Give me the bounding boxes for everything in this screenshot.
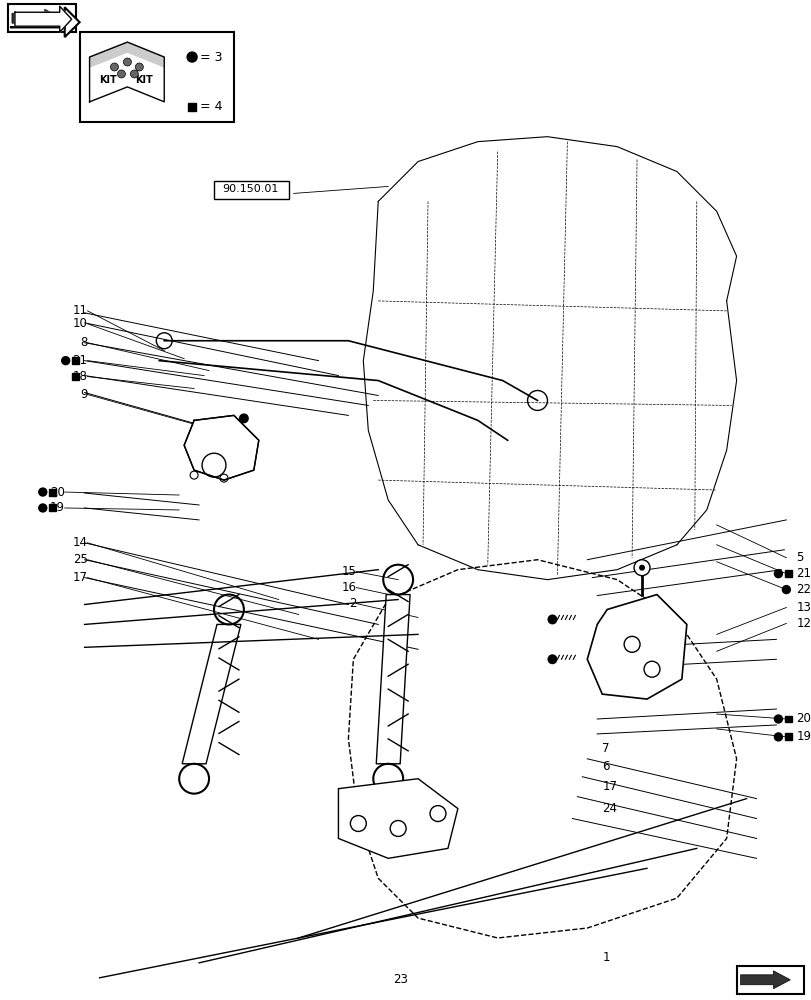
Polygon shape (89, 42, 164, 102)
Text: KIT: KIT (98, 75, 116, 85)
Text: 20: 20 (49, 486, 65, 499)
Bar (49, 489, 56, 496)
FancyBboxPatch shape (8, 4, 75, 32)
Bar (784, 716, 791, 722)
Text: 19: 19 (49, 501, 65, 514)
Circle shape (774, 733, 782, 741)
Text: 19: 19 (796, 730, 810, 743)
Bar (72, 357, 79, 364)
Polygon shape (182, 624, 241, 764)
Text: 25: 25 (73, 553, 88, 566)
Circle shape (39, 504, 47, 512)
Polygon shape (338, 779, 457, 858)
Bar (214, 181, 289, 199)
Text: 2: 2 (349, 597, 356, 610)
Circle shape (110, 63, 118, 71)
Text: 7: 7 (602, 742, 609, 755)
Text: 21: 21 (796, 567, 810, 580)
Polygon shape (375, 595, 410, 764)
Polygon shape (12, 9, 62, 27)
Text: 10: 10 (73, 317, 88, 330)
Text: 8: 8 (80, 336, 88, 349)
Circle shape (135, 63, 144, 71)
Circle shape (238, 413, 248, 423)
Text: 23: 23 (393, 973, 408, 986)
Text: = 3: = 3 (200, 51, 222, 64)
Circle shape (638, 565, 644, 571)
Circle shape (547, 614, 556, 624)
Text: 17: 17 (602, 780, 616, 793)
Text: 24: 24 (602, 802, 616, 815)
Circle shape (782, 586, 789, 594)
Circle shape (774, 570, 782, 578)
Circle shape (547, 654, 556, 664)
Circle shape (774, 715, 782, 723)
Text: 11: 11 (72, 304, 88, 317)
FancyBboxPatch shape (736, 966, 804, 994)
Text: 6: 6 (602, 760, 609, 773)
Bar (784, 733, 791, 740)
Text: 20: 20 (796, 712, 810, 725)
Polygon shape (740, 971, 789, 989)
Circle shape (187, 52, 197, 62)
Text: 13: 13 (796, 601, 810, 614)
Text: 22: 22 (796, 583, 810, 596)
Bar (784, 570, 791, 577)
Bar (72, 373, 79, 380)
Bar (79, 32, 234, 122)
Text: 5: 5 (796, 551, 803, 564)
Text: 90.150.01: 90.150.01 (222, 184, 279, 194)
Polygon shape (10, 7, 79, 37)
Text: 18: 18 (73, 370, 88, 383)
Bar (188, 103, 195, 111)
Text: 15: 15 (341, 565, 356, 578)
Text: 1: 1 (602, 951, 609, 964)
Circle shape (633, 560, 649, 576)
Circle shape (62, 357, 70, 365)
Circle shape (123, 58, 131, 66)
Circle shape (39, 488, 47, 496)
Text: = 4: = 4 (200, 100, 222, 113)
Text: 14: 14 (72, 536, 88, 549)
Text: 21: 21 (72, 354, 88, 367)
Bar (49, 504, 56, 511)
Circle shape (131, 70, 138, 78)
Polygon shape (89, 42, 164, 67)
Text: 9: 9 (80, 388, 88, 401)
Text: KIT: KIT (135, 75, 153, 85)
Polygon shape (184, 415, 259, 480)
Polygon shape (15, 6, 71, 32)
Text: 17: 17 (72, 571, 88, 584)
Text: 12: 12 (796, 617, 810, 630)
Text: 16: 16 (341, 581, 356, 594)
Circle shape (118, 70, 125, 78)
Polygon shape (586, 595, 686, 699)
